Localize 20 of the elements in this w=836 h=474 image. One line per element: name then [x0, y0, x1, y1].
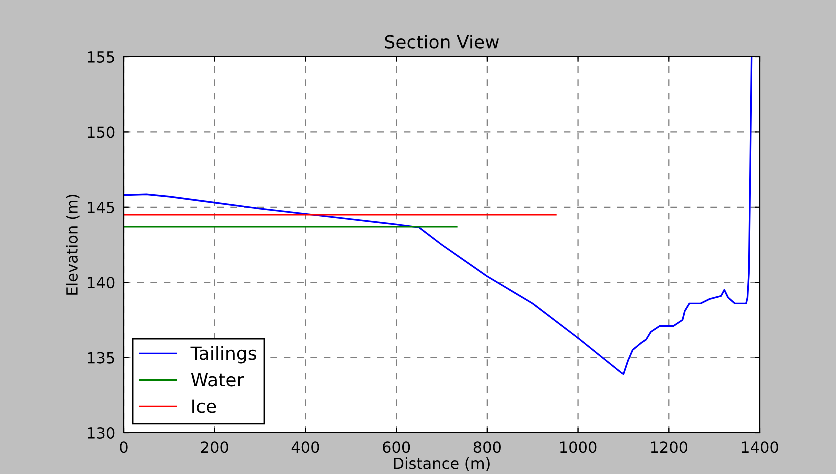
y-tick-label: 155 — [88, 52, 114, 64]
x-tick-label: 1400 — [742, 442, 778, 454]
y-tick-label: 150 — [88, 126, 115, 138]
x-axis-title: Distance (m) — [394, 458, 490, 472]
y-axis-title: Elevation (m) — [66, 195, 80, 295]
y-tick-label: 140 — [88, 277, 115, 289]
x-tick-label: 1200 — [651, 442, 688, 454]
x-tick-label: 200 — [201, 442, 228, 454]
x-tick-label: 1000 — [560, 442, 597, 454]
legend-label: Water — [191, 373, 244, 387]
x-tick-label: 0 — [120, 442, 128, 454]
chart-title: Section View — [385, 34, 500, 49]
y-tick-label: 135 — [88, 352, 114, 364]
x-tick-label: 600 — [383, 442, 410, 454]
y-tick-label: 130 — [88, 427, 115, 440]
legend-label: Ice — [192, 400, 216, 414]
y-tick-label: 145 — [88, 202, 114, 214]
legend-label: Tailings — [190, 346, 256, 364]
x-tick-label: 800 — [474, 442, 501, 454]
x-tick-label: 400 — [292, 442, 320, 454]
